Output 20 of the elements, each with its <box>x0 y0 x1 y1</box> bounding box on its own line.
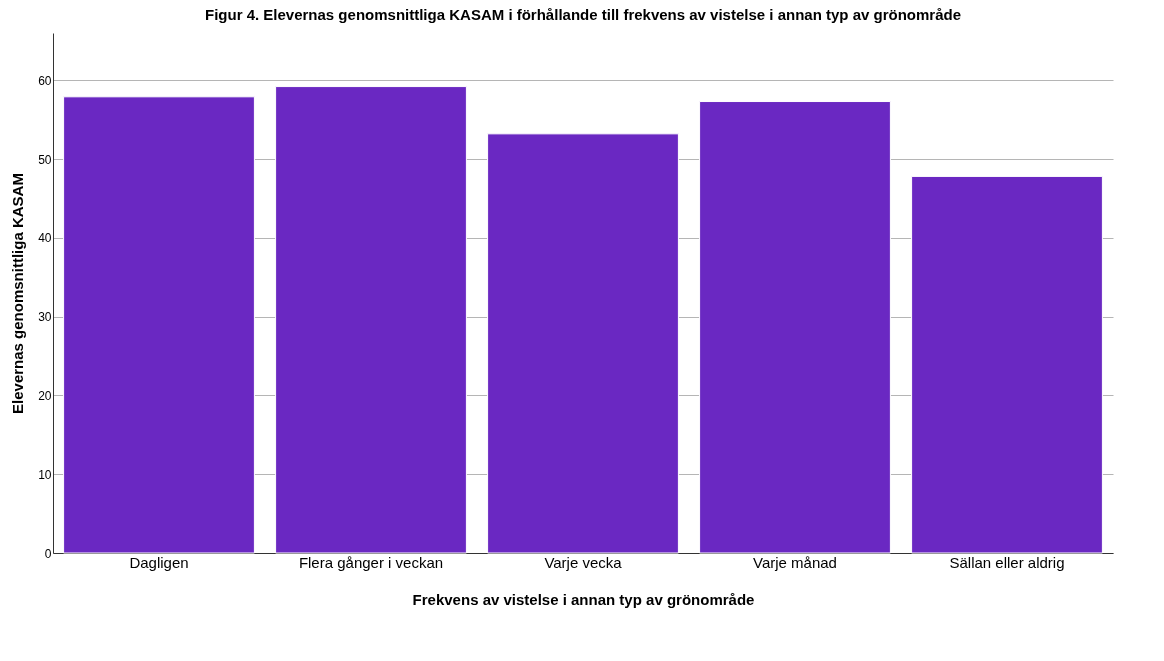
y-tick-label: 40 <box>38 231 52 246</box>
y-tick-label: 0 <box>44 546 52 561</box>
bar <box>487 133 679 554</box>
y-tick-label: 60 <box>38 73 52 88</box>
y-tick-label: 30 <box>38 310 52 325</box>
bar <box>699 101 891 554</box>
bar <box>911 175 1103 554</box>
x-tick-label: Varje vecka <box>544 553 623 571</box>
y-tick-label: 20 <box>38 388 52 403</box>
x-axis-title: Frekvens av vistelse i annan typ av grönområde <box>412 590 755 608</box>
x-tick-label: Dagligen <box>129 553 189 571</box>
x-tick-label: Sällan eller aldrig <box>949 553 1065 571</box>
bar <box>63 96 255 554</box>
y-tick-label: 10 <box>38 467 52 482</box>
y-tick-label: 50 <box>38 152 52 167</box>
x-tick-label: Varje månad <box>753 553 837 571</box>
x-tick-label: Flera gånger i veckan <box>298 553 444 571</box>
y-axis-title: Elevernas genomsnittliga KASAM <box>9 173 27 414</box>
chart-title: Figur 4. Elevernas genomsnittliga KASAM i förhållande till frekvens av vistelse i annan typ av grönområde <box>204 6 962 23</box>
bar <box>275 86 467 554</box>
